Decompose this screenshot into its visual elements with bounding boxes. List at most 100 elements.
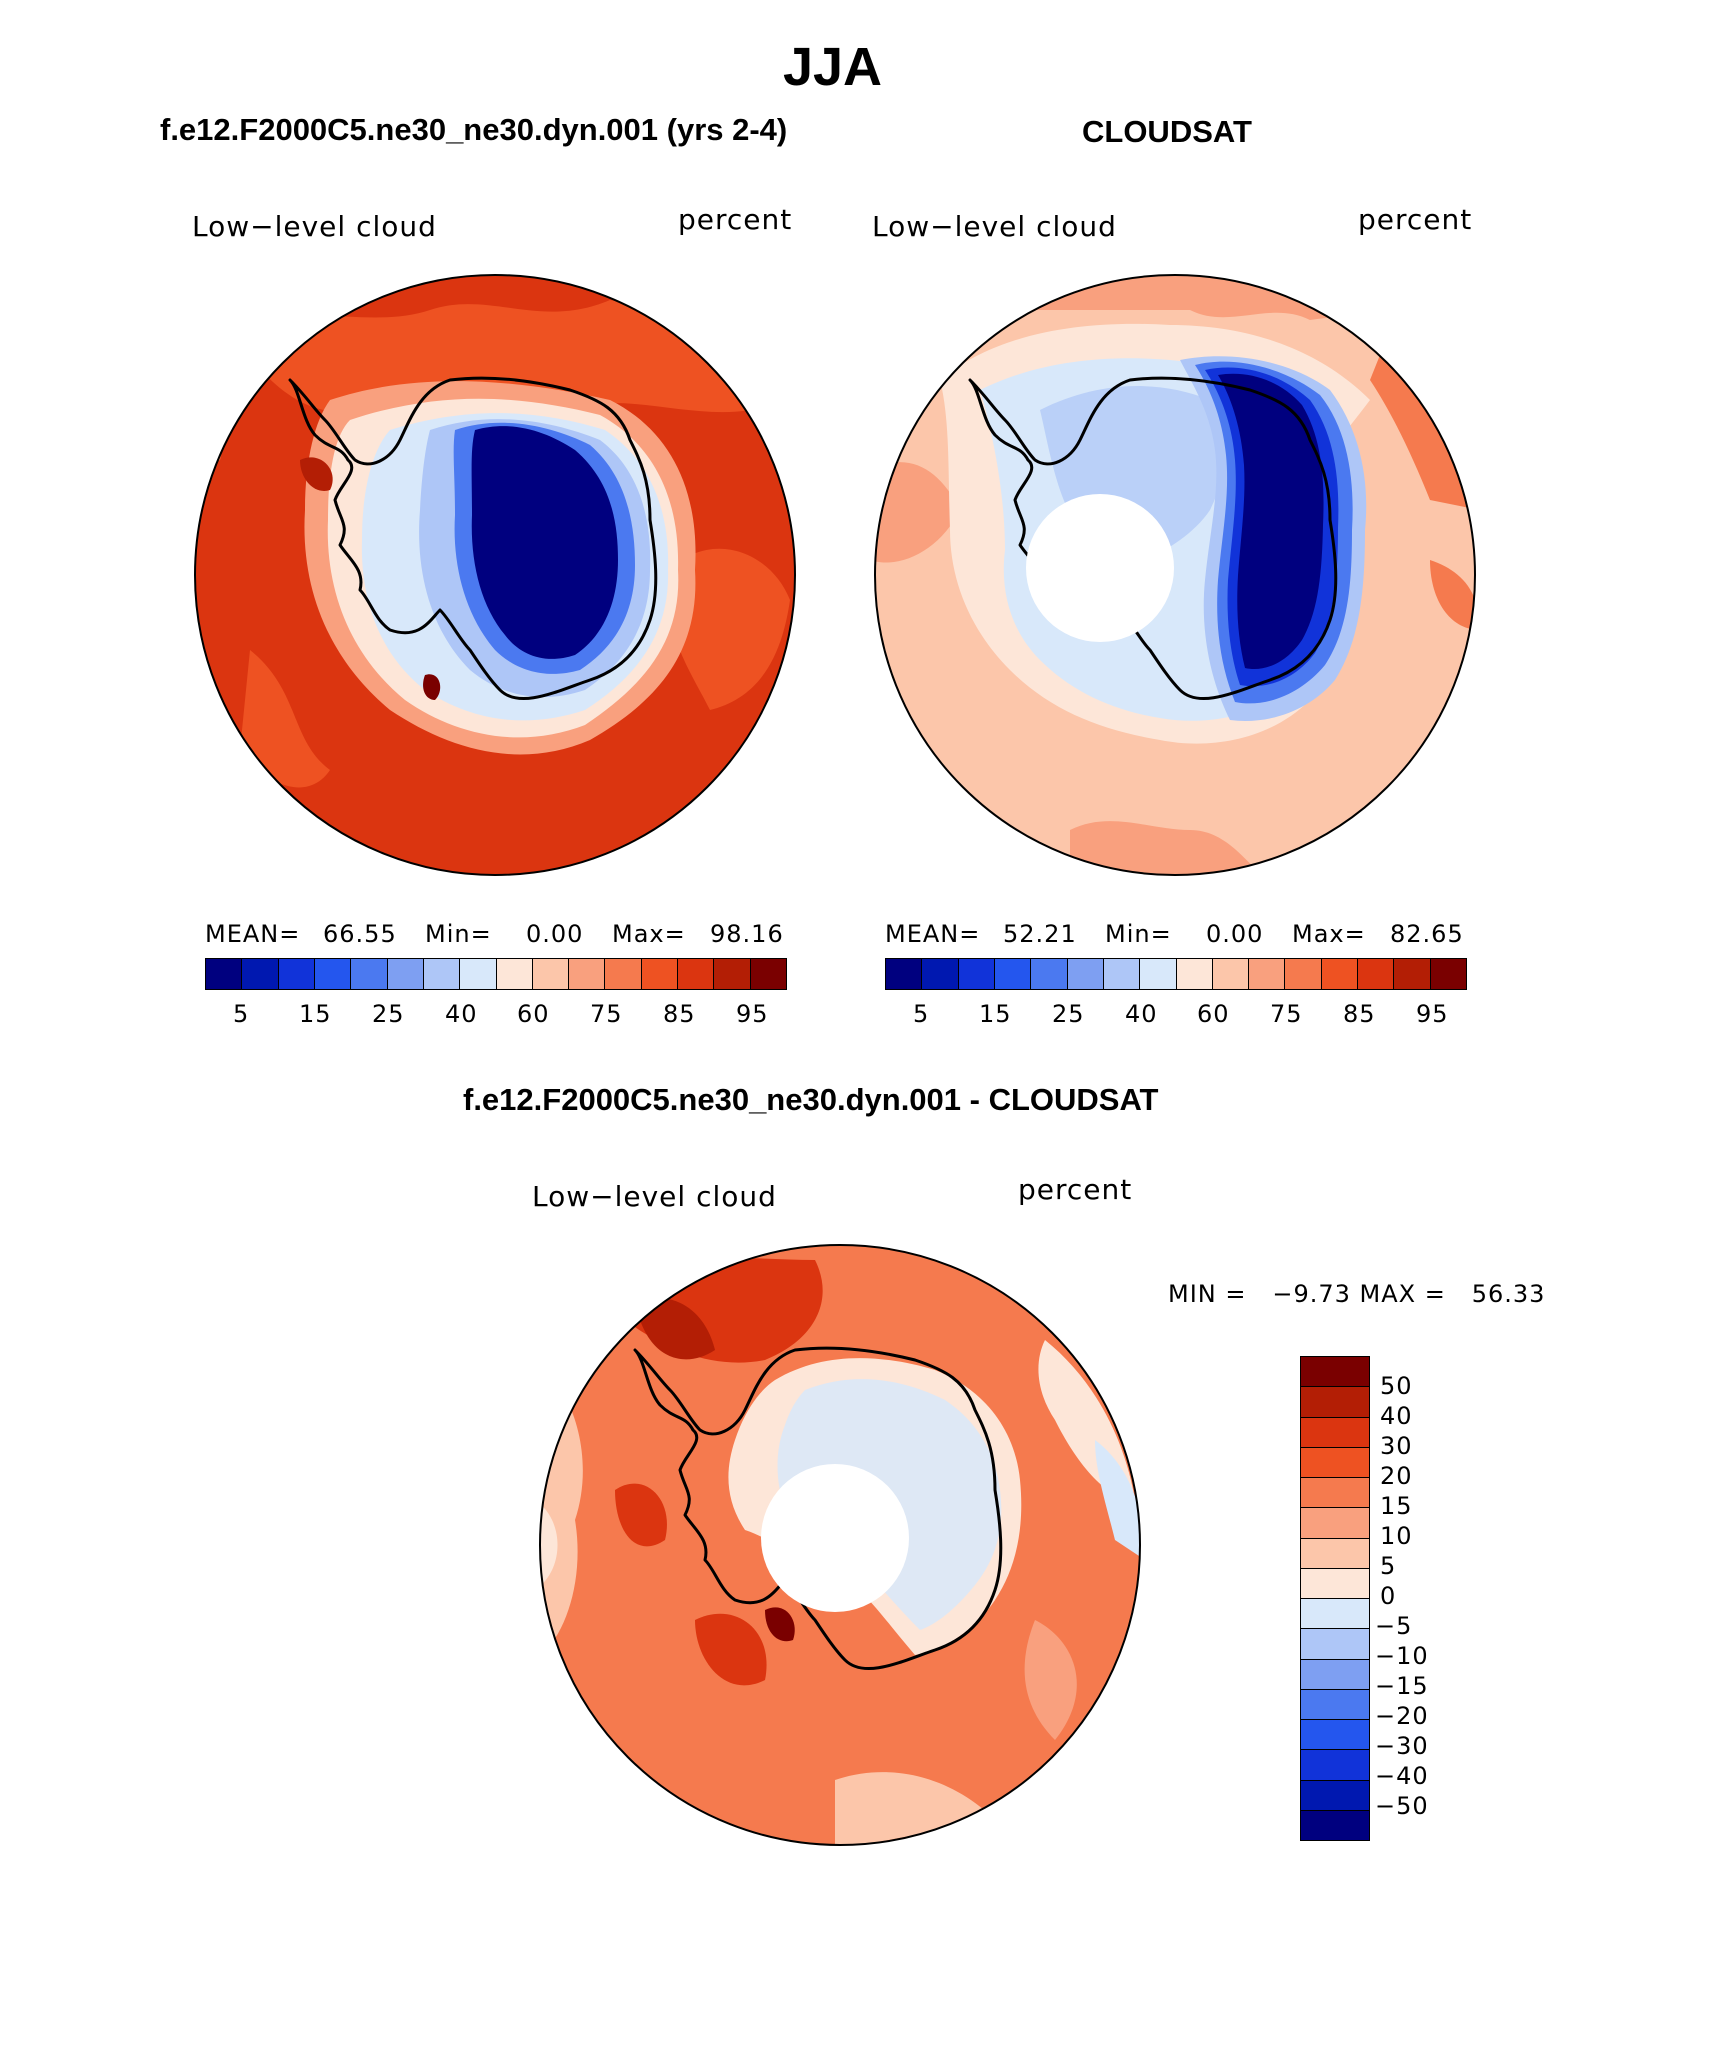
colorbar-swatch — [1301, 1357, 1369, 1388]
figure-title: JJA — [782, 37, 883, 97]
colorbar-swatch — [750, 959, 786, 989]
colorbar-swatch — [605, 959, 642, 989]
panel-1-mean-value: 66.55 — [323, 920, 397, 948]
colorbar-swatch — [1301, 1689, 1369, 1720]
panel-2-title: CLOUDSAT — [1082, 114, 1252, 149]
colorbar-tick: 75 — [590, 1000, 623, 1028]
panel-1-polar-map — [194, 274, 796, 876]
panel-2-min-value: 0.00 — [1206, 920, 1264, 948]
panel-3-colorbar-ticks: 50 40 30 20 15 10 5 0 −5 −10 −15 −20 −30… — [1375, 1356, 1480, 1841]
colorbar-tick: −10 — [1375, 1642, 1429, 1670]
colorbar-tick: 0 — [1380, 1582, 1397, 1610]
colorbar-swatch — [1321, 959, 1359, 989]
panel-2-variable-label: Low−level cloud — [872, 210, 1117, 243]
colorbar-swatch — [1301, 1568, 1369, 1599]
panel-1-variable-label: Low−level cloud — [192, 210, 437, 243]
panel-3-min-max: MIN = −9.73 MAX = 56.33 — [1168, 1280, 1546, 1308]
colorbar-swatch — [1067, 959, 1104, 989]
colorbar-swatch — [886, 959, 923, 989]
colorbar-swatch — [1301, 1538, 1369, 1569]
panel-1-title: f.e12.F2000C5.ne30_ne30.dyn.001 (yrs 2-4… — [160, 112, 788, 147]
colorbar-tick: 5 — [913, 1000, 930, 1028]
panel-1-colorbar — [205, 958, 787, 990]
colorbar-tick: −50 — [1375, 1792, 1429, 1820]
colorbar-tick: 40 — [1125, 1000, 1158, 1028]
colorbar-swatch — [460, 959, 497, 989]
colorbar-swatch — [714, 959, 751, 989]
colorbar-swatch — [922, 959, 959, 989]
panel-3-units-label: percent — [1018, 1173, 1133, 1206]
panel-3-title: f.e12.F2000C5.ne30_ne30.dyn.001 - CLOUDS… — [463, 1082, 1159, 1117]
colorbar-swatch — [1212, 959, 1250, 989]
colorbar-tick: 85 — [663, 1000, 696, 1028]
panel-2-colorbar-ticks: 5 15 25 40 60 75 85 95 — [885, 1000, 1467, 1030]
colorbar-swatch — [1301, 1659, 1369, 1690]
panel-2-polar-map — [874, 274, 1476, 876]
colorbar-swatch — [1301, 1447, 1369, 1478]
panel-1-max-value: 98.16 — [710, 920, 784, 948]
panel-1-mean-label: MEAN= — [205, 920, 301, 948]
colorbar-tick: 85 — [1343, 1000, 1376, 1028]
colorbar-swatch — [569, 959, 606, 989]
colorbar-swatch — [1301, 1810, 1369, 1840]
colorbar-swatch — [242, 959, 279, 989]
colorbar-swatch — [958, 959, 995, 989]
colorbar-tick: 25 — [372, 1000, 405, 1028]
colorbar-tick: 5 — [233, 1000, 250, 1028]
colorbar-swatch — [994, 959, 1032, 989]
colorbar-tick: 75 — [1270, 1000, 1303, 1028]
panel-1-colorbar-ticks: 5 15 25 40 60 75 85 95 — [205, 1000, 787, 1030]
colorbar-swatch — [1301, 1750, 1369, 1781]
colorbar-swatch — [1301, 1780, 1369, 1811]
colorbar-swatch — [641, 959, 679, 989]
colorbar-swatch — [1358, 959, 1395, 989]
colorbar-tick: 95 — [736, 1000, 769, 1028]
colorbar-tick: 60 — [1197, 1000, 1230, 1028]
colorbar-swatch — [678, 959, 715, 989]
colorbar-tick: 15 — [299, 1000, 332, 1028]
colorbar-swatch — [1301, 1599, 1369, 1630]
colorbar-tick: 50 — [1380, 1372, 1413, 1400]
panel-3-variable-label: Low−level cloud — [532, 1180, 777, 1213]
colorbar-swatch — [1103, 959, 1141, 989]
colorbar-tick: 25 — [1052, 1000, 1085, 1028]
colorbar-tick: 15 — [1380, 1492, 1413, 1520]
colorbar-tick: 95 — [1416, 1000, 1449, 1028]
panel-3-colorbar — [1300, 1356, 1370, 1841]
colorbar-swatch — [1249, 959, 1286, 989]
colorbar-tick: −20 — [1375, 1702, 1429, 1730]
colorbar-tick: −15 — [1375, 1672, 1429, 1700]
colorbar-swatch — [1394, 959, 1431, 989]
colorbar-tick: 5 — [1380, 1552, 1397, 1580]
colorbar-tick: −30 — [1375, 1732, 1429, 1760]
colorbar-tick: −40 — [1375, 1762, 1429, 1790]
colorbar-swatch — [1301, 1478, 1369, 1509]
panel-1-units-label: percent — [678, 203, 793, 236]
colorbar-tick: 60 — [517, 1000, 550, 1028]
colorbar-tick: 15 — [979, 1000, 1012, 1028]
panel-2-mean-value: 52.21 — [1003, 920, 1077, 948]
colorbar-swatch — [423, 959, 461, 989]
colorbar-swatch — [1301, 1629, 1369, 1660]
colorbar-swatch — [1176, 959, 1213, 989]
colorbar-swatch — [387, 959, 424, 989]
colorbar-swatch — [1285, 959, 1322, 989]
panel-1-max-label: Max= — [612, 920, 686, 948]
panel-2-max-label: Max= — [1292, 920, 1366, 948]
colorbar-swatch — [314, 959, 352, 989]
colorbar-tick: 30 — [1380, 1432, 1413, 1460]
panel-2-units-label: percent — [1358, 203, 1473, 236]
colorbar-swatch — [206, 959, 243, 989]
colorbar-tick: 40 — [445, 1000, 478, 1028]
colorbar-swatch — [532, 959, 570, 989]
colorbar-swatch — [1301, 1508, 1369, 1539]
colorbar-swatch — [278, 959, 315, 989]
colorbar-swatch — [1430, 959, 1466, 989]
colorbar-swatch — [1031, 959, 1068, 989]
colorbar-swatch — [351, 959, 388, 989]
colorbar-tick: 40 — [1380, 1402, 1413, 1430]
colorbar-tick: −5 — [1375, 1612, 1413, 1640]
panel-1-min-value: 0.00 — [526, 920, 584, 948]
panel-3-polar-map — [539, 1244, 1141, 1846]
panel-2-mean-label: MEAN= — [885, 920, 981, 948]
